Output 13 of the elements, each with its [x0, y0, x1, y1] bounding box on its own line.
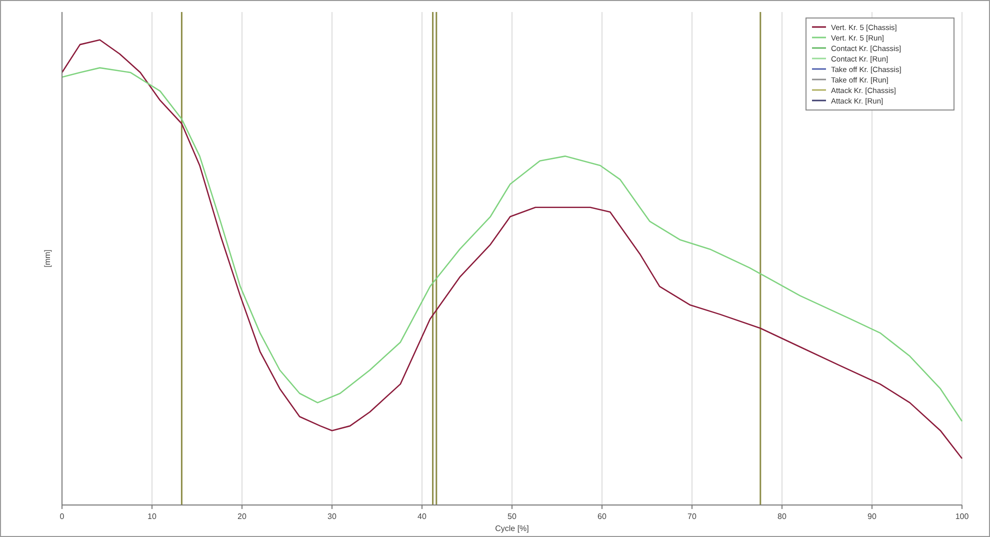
x-tick-label: 70: [688, 512, 697, 521]
y-axis-title: [mm]: [43, 250, 52, 268]
x-tick-label: 60: [598, 512, 607, 521]
x-tick-label: 50: [508, 512, 517, 521]
x-tick-label: 30: [328, 512, 337, 521]
x-tick-label: 20: [238, 512, 247, 521]
x-tick-label: 0: [60, 512, 65, 521]
x-tick-label: 40: [418, 512, 427, 521]
x-axis-title: Cycle [%]: [495, 524, 529, 533]
x-tick-label: 10: [148, 512, 157, 521]
x-tick-label: 100: [955, 512, 970, 521]
x-tick-label: 90: [868, 512, 877, 521]
x-tick-label: 80: [778, 512, 787, 521]
